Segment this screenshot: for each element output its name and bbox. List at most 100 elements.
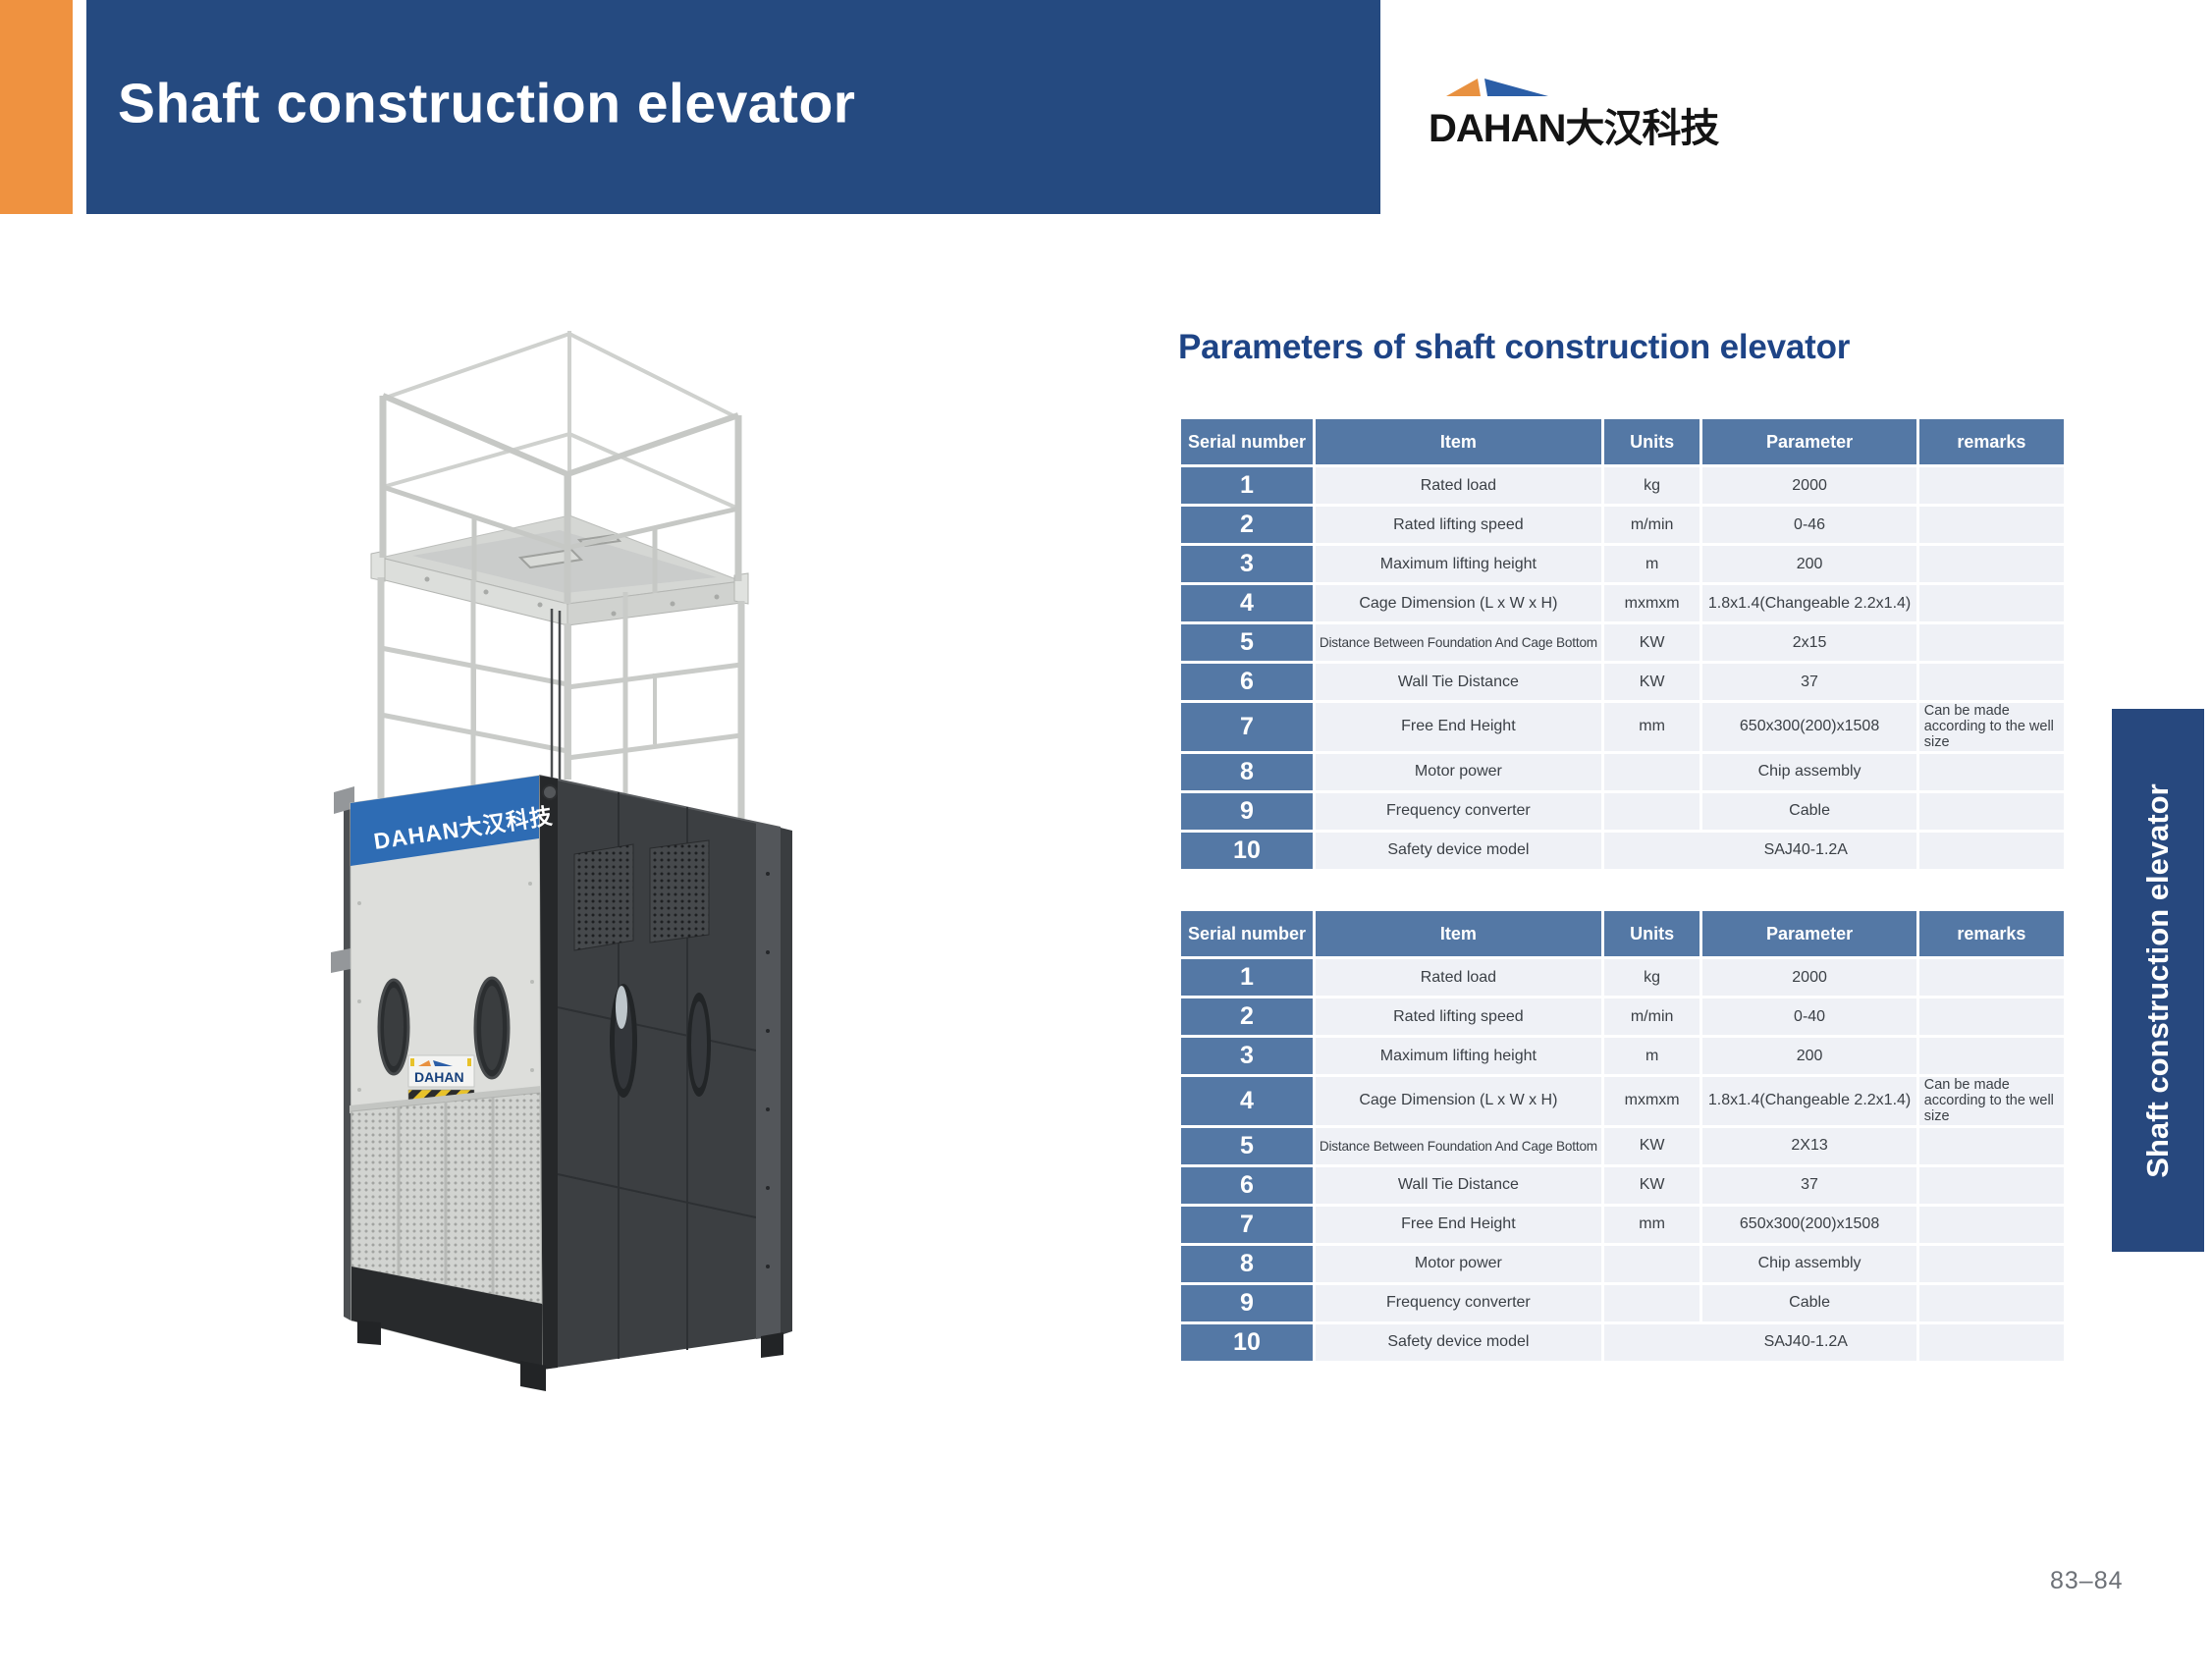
table-row: 6 Wall Tie Distance KW 37 [1181,1166,2064,1204]
units-cell [1603,1284,1700,1321]
units-cell: mm [1603,1206,1700,1243]
parameter-cell: 2000 [1702,467,1916,504]
table-row: 8 Motor power Chip assembly [1181,753,2064,790]
column-header: remarks [1918,419,2064,464]
table-row: 5 Distance Between Foundation And Cage Bo… [1181,624,2064,661]
serial-cell: 9 [1181,792,1313,830]
cage-frame-lower [377,577,745,819]
logo-roof-icon [1446,79,1548,96]
remarks-cell [1918,1323,2064,1361]
remarks-cell [1918,467,2064,504]
units-cell: m [1603,546,1700,582]
item-cell: Free End Height [1315,703,1601,751]
table-row: 7 Free End Height mm 650x300(200)x1508 [1181,1206,2064,1243]
serial-cell: 4 [1181,1077,1313,1125]
table-row: 3 Maximum lifting height m 200 [1181,546,2064,582]
cabin-skirt [351,1267,542,1370]
units-cell: mxmxm [1603,585,1700,621]
remarks-cell [1918,792,2064,830]
cabin-side-panel [538,775,792,1370]
serial-cell: 5 [1181,1127,1313,1164]
item-cell: Motor power [1315,1245,1601,1282]
table-row: 7 Free End Height mm 650x300(200)x1508 Can b… [1181,703,2064,751]
parameter-cell: 2x15 [1702,624,1916,661]
units-cell [1603,753,1700,790]
units-cell: KW [1603,624,1700,661]
parameter-cell: 1.8x1.4(Changeable 2.2x1.4) [1702,1077,1916,1125]
table-header-row: Serial number Item Units Parameter remarks [1181,419,2064,464]
column-header: Parameter [1702,911,1916,956]
cabin-banner [351,776,539,866]
table-row: 3 Maximum lifting height m 200 [1181,1038,2064,1074]
cabin-logo-plate [407,1054,475,1088]
parameter-cell: 200 [1702,546,1916,582]
parameter-cell: Chip assembly [1702,753,1916,790]
parameter-cell: 0-46 [1702,507,1916,543]
remarks-cell [1918,1127,2064,1164]
item-cell: Rated lifting speed [1315,998,1601,1035]
serial-cell: 8 [1181,753,1313,790]
units-cell: m [1603,1038,1700,1074]
serial-cell: 6 [1181,664,1313,700]
serial-cell: 10 [1181,1323,1313,1361]
platform-deck [370,514,749,626]
remarks-cell [1918,507,2064,543]
units-cell: kg [1603,467,1700,504]
page-number: 83–84 [2050,1567,2124,1594]
remarks-cell [1918,1206,2064,1243]
column-header: Parameter [1702,419,1916,464]
parameters-table-2: Serial number Item Units Parameter remarks 1 R… [1178,908,2067,1364]
table-row: 9 Frequency converter Cable [1181,1284,2064,1321]
item-cell: Maximum lifting height [1315,1038,1601,1074]
parameter-cell: 200 [1702,1038,1916,1074]
parameter-cell: 650x300(200)x1508 [1702,1206,1916,1243]
units-cell: m/min [1603,507,1700,543]
item-cell: Maximum lifting height [1315,546,1601,582]
units-cell: mxmxm [1603,1077,1700,1125]
serial-cell: 9 [1181,1284,1313,1321]
item-cell: Distance Between Foundation And Cage Bot… [1315,1127,1601,1164]
units-cell [1603,792,1700,830]
header-accent-bar [0,0,73,214]
table-row: 10 Safety device model SAJ40-1.2A [1181,832,2064,869]
remarks-cell [1918,1284,2064,1321]
parameter-cell: Cable [1702,792,1916,830]
item-cell: Wall Tie Distance [1315,1166,1601,1204]
cabin-plate-text: DAHAN [414,1069,464,1085]
cable-pulley [542,784,558,800]
section-title: Parameters of shaft construction elevato… [1178,328,1851,366]
item-cell: Cage Dimension (L x W x H) [1315,1077,1601,1125]
brand-logo: DAHAN大汉科技 [1429,79,1719,153]
cabin-front-panel: DAHAN大汉科技 DAHAN [331,775,783,1391]
parameter-cell: 650x300(200)x1508 [1702,703,1916,751]
side-tab-label: Shaft construction elevator [2140,782,2175,1178]
side-tab: Shaft construction elevator [2112,709,2204,1252]
parameter-cell: 37 [1702,664,1916,700]
serial-cell: 8 [1181,1245,1313,1282]
column-header: Serial number [1181,911,1313,956]
table-row: 5 Distance Between Foundation And Cage Bo… [1181,1127,2064,1164]
parameter-cell: Chip assembly [1702,1245,1916,1282]
serial-cell: 5 [1181,624,1313,661]
remarks-cell: Can be made according to the well size [1918,1077,2064,1125]
parameter-cell: 0-40 [1702,998,1916,1035]
parameter-cell: 1.8x1.4(Changeable 2.2x1.4) [1702,585,1916,621]
item-cell: Wall Tie Distance [1315,664,1601,700]
units-cell: kg [1603,959,1700,996]
serial-cell: 2 [1181,507,1313,543]
parameter-cell: SAJ40-1.2A [1603,1323,1916,1361]
serial-cell: 4 [1181,585,1313,621]
remarks-cell: Can be made according to the well size [1918,703,2064,751]
serial-cell: 6 [1181,1166,1313,1204]
item-cell: Distance Between Foundation And Cage Bot… [1315,624,1601,661]
parameter-cell: Cable [1702,1284,1916,1321]
table-row: 4 Cage Dimension (L x W x H) mxmxm 1.8x1.4(… [1181,1077,2064,1125]
remarks-cell [1918,1166,2064,1204]
parameter-cell: 37 [1702,1166,1916,1204]
cage-guard-rails [379,393,742,604]
remarks-cell [1918,832,2064,869]
table-row: 9 Frequency converter Cable [1181,792,2064,830]
parameters-table-1: Serial number Item Units Parameter remarks 1 R… [1178,416,2067,872]
page-title: Shaft construction elevator [118,72,856,135]
column-header: Units [1603,419,1700,464]
